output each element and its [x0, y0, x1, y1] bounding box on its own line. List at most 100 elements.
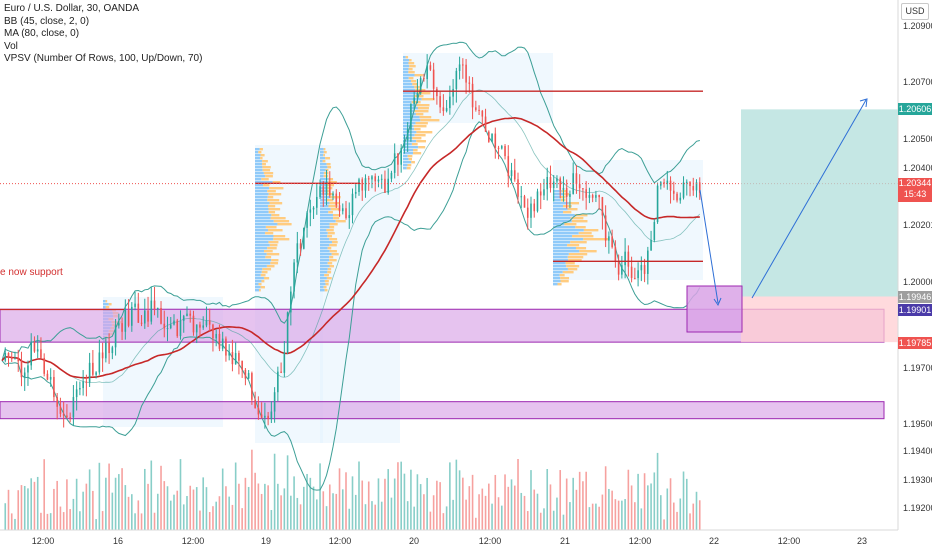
- volume-bar: [108, 463, 110, 530]
- candle: [231, 339, 234, 372]
- candle: [384, 170, 386, 193]
- volume-profile-bar-down: [411, 143, 418, 146]
- volume-profile-bar-down: [322, 160, 326, 163]
- candle: [143, 298, 146, 329]
- candle: [53, 370, 55, 402]
- volume-profile-bar-up: [255, 247, 268, 250]
- candle-body: [30, 342, 33, 366]
- candle-body: [462, 64, 464, 66]
- volume-profile-bar-down: [408, 71, 415, 74]
- candle: [98, 339, 101, 375]
- candle-body: [549, 177, 552, 189]
- volume-profile-bar-down: [328, 181, 337, 184]
- volume-profile-bar-up: [255, 151, 259, 154]
- volume-profile-bar-up: [553, 199, 561, 202]
- candle-body: [676, 193, 678, 201]
- volume-bar: [510, 479, 513, 530]
- candle-body: [591, 195, 594, 198]
- volume-bar: [595, 503, 597, 530]
- volume-bar: [283, 488, 286, 530]
- volume-profile-bar-up: [403, 122, 416, 125]
- candle-body: [309, 209, 312, 213]
- candle-body: [335, 193, 338, 206]
- candle-body: [367, 178, 370, 180]
- indicator-vol[interactable]: Vol: [4, 40, 18, 52]
- volume-bar: [176, 490, 179, 530]
- volume-profile-bar-down: [416, 140, 427, 143]
- volume-profile-bar-down: [262, 160, 268, 163]
- candle: [85, 374, 88, 397]
- currency-button[interactable]: USD: [901, 3, 929, 20]
- candle-body: [468, 82, 471, 84]
- volume-profile-bar-up: [320, 226, 330, 229]
- indicator-vpsv[interactable]: VPSV (Number Of Rows, 100, Up/Down, 70): [4, 53, 203, 64]
- volume-bar: [390, 497, 393, 530]
- candle: [299, 238, 302, 256]
- target-zone: [741, 109, 898, 297]
- volume-profile-bar-down: [263, 277, 270, 280]
- candle: [205, 306, 208, 328]
- volume-profile-bar-up: [255, 259, 272, 262]
- volume-profile-bar-up: [320, 211, 329, 214]
- indicator-bb[interactable]: BB (45, close, 2, 0): [4, 15, 90, 27]
- volume-profile-bar-up: [403, 71, 409, 74]
- volume-bar: [160, 465, 162, 530]
- candle: [387, 168, 389, 195]
- candle: [163, 310, 166, 338]
- candle: [75, 381, 78, 411]
- volume-bar: [147, 483, 149, 530]
- volume-bar: [413, 506, 415, 530]
- candle-body: [88, 362, 91, 383]
- volume-profile-bar-up: [255, 175, 266, 178]
- volume-profile-bar-up: [403, 101, 412, 104]
- volume-profile-bar-up: [320, 256, 330, 259]
- candle: [458, 56, 461, 80]
- volume-bar: [254, 472, 256, 530]
- candle-body: [650, 239, 652, 251]
- candle: [685, 179, 688, 196]
- volume-bar: [643, 473, 646, 530]
- time-tick-label: 12:00: [32, 536, 55, 546]
- volume-profile-bar-down: [261, 178, 269, 181]
- candle-body: [611, 236, 613, 248]
- volume-bar: [69, 509, 71, 530]
- candle: [682, 176, 685, 200]
- volume-bar: [530, 470, 532, 530]
- volume-bar: [105, 477, 107, 530]
- volume-bar: [591, 503, 594, 530]
- volume-profile-bar-up: [255, 286, 261, 289]
- volume-profile-bar-down: [567, 244, 580, 247]
- volume-profile-bar-up: [553, 262, 566, 265]
- volume-bar: [361, 480, 364, 530]
- volume-profile-bar-down: [408, 68, 413, 71]
- volume-bar: [316, 499, 318, 530]
- volume-bar: [575, 489, 578, 530]
- volume-bar: [637, 473, 639, 530]
- volume-profile-bar-down: [570, 241, 587, 244]
- candle: [312, 206, 315, 219]
- volume-profile-bar-up: [320, 160, 323, 163]
- candle: [552, 174, 555, 202]
- volume-bar: [351, 476, 354, 530]
- volume-bar: [290, 495, 292, 530]
- candle-body: [536, 191, 539, 212]
- candle: [108, 333, 110, 364]
- volume-bar: [410, 469, 412, 530]
- candle-body: [251, 373, 253, 400]
- candle-body: [92, 362, 94, 375]
- candle-body: [286, 312, 289, 353]
- volume-profile-bar-down: [564, 223, 577, 226]
- volume-bar: [335, 493, 338, 530]
- volume-bar: [72, 498, 75, 530]
- volume-profile-bar-down: [105, 306, 110, 309]
- volume-bar: [354, 494, 357, 530]
- candle: [228, 344, 230, 361]
- candle: [192, 310, 195, 336]
- volume-bar: [212, 506, 214, 530]
- candle-body: [679, 197, 682, 201]
- candle: [507, 145, 510, 188]
- candle: [160, 301, 162, 325]
- indicator-ma[interactable]: MA (80, close, 0): [4, 28, 80, 39]
